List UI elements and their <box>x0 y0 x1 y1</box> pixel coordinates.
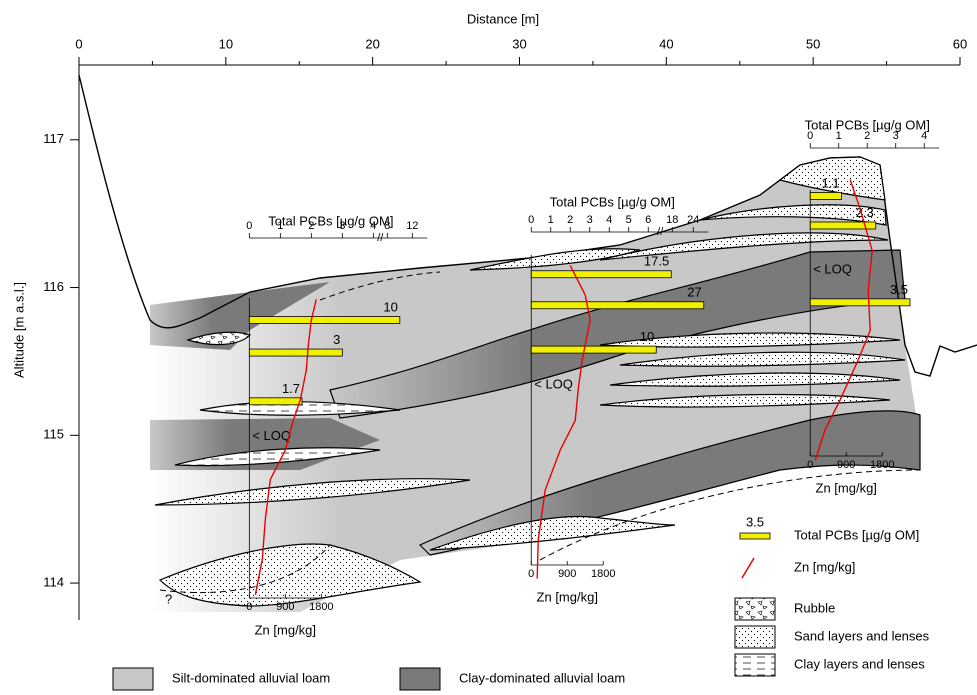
pcb-tick-label: 0 <box>807 130 813 142</box>
x-tick-label: 40 <box>659 36 673 51</box>
legend-swatch-sand <box>735 626 775 648</box>
pcb-tick-label: 4 <box>921 130 927 142</box>
zn-tick-label: 900 <box>276 601 294 613</box>
page: Cross-section body { margin: 0; backgrou… <box>0 0 977 695</box>
pcb-tick-label: 0 <box>528 214 534 226</box>
pcb-bar-label: 10 <box>640 329 654 344</box>
legend-label: Silt-dominated alluvial loam <box>172 670 330 685</box>
legend-pcb-bar <box>740 533 770 539</box>
legend-swatch-silt <box>113 668 153 690</box>
body: { "x_axis": {"label": "Distance [m]", "l… <box>0 0 977 695</box>
pcb-bar <box>810 192 841 199</box>
zn-axis-title: Zn [mg/kg] <box>255 622 316 637</box>
x-tick-label: 50 <box>806 36 820 51</box>
x-tick-label: 0 <box>75 36 82 51</box>
y-tick-label: 115 <box>43 427 64 442</box>
pcb-bar-label: 17.5 <box>644 254 669 269</box>
pcb-bar <box>249 317 400 324</box>
y-tick-label: 116 <box>43 279 64 294</box>
x-tick-label: 60 <box>953 36 967 51</box>
legend-label: Clay-dominated alluvial loam <box>459 670 625 685</box>
pcb-bar-label: 27 <box>687 285 701 300</box>
zn-tick-label: 1800 <box>309 601 333 613</box>
x-tick-label: 30 <box>512 36 526 51</box>
pcb-bar-label: 3 <box>333 332 340 347</box>
pcb-bar-label: 10 <box>383 299 397 314</box>
pcb-bar <box>531 346 656 353</box>
pcb-tick-label: 5 <box>626 214 632 226</box>
pcb-tick-label: 1 <box>277 220 283 232</box>
pcb-tick-label: 8 <box>384 220 390 232</box>
pcb-bar <box>531 302 704 309</box>
pcb-tick-label: 1 <box>548 214 554 226</box>
zn-tick-label: 0 <box>246 601 252 613</box>
x-tick-label: 20 <box>365 36 379 51</box>
pcb-bar-label: 1.1 <box>822 175 840 190</box>
y-tick-label: 117 <box>43 131 64 146</box>
pcb-tick-label: 1 <box>836 130 842 142</box>
legend-label: Clay layers and lenses <box>794 656 925 671</box>
pcb-tick-label: 3 <box>893 130 899 142</box>
zn-tick-label: 0 <box>807 459 813 471</box>
legend-swatch-rubble <box>735 598 775 620</box>
legend-label: Zn [mg/kg] <box>794 559 855 574</box>
zn-axis-title: Zn [mg/kg] <box>816 480 877 495</box>
pcb-bar <box>531 271 671 278</box>
axis-break: // <box>377 232 384 244</box>
pcb-tick-label: 0 <box>246 220 252 232</box>
legend-label: Rubble <box>794 600 835 615</box>
legend-swatch-clayloam <box>400 668 440 690</box>
pcb-axis-title: Total PCBs [µg/g OM] <box>550 194 675 209</box>
pcb-bar <box>810 299 910 306</box>
pcb-tick-label: 4 <box>606 214 612 226</box>
pcb-bar-label: 1.7 <box>282 381 300 396</box>
zn-tick-label: 900 <box>558 568 576 580</box>
pcb-tick-label: 2 <box>308 220 314 232</box>
pcb-tick-label: 2 <box>567 214 573 226</box>
legend-pcb-value: 3.5 <box>746 514 764 529</box>
pcb-bar <box>249 398 302 405</box>
pcb-tick-label: 6 <box>645 214 651 226</box>
x-axis-title: Distance [m] <box>467 11 539 26</box>
zn-tick-label: 1800 <box>870 459 894 471</box>
axis-break: // <box>657 226 664 238</box>
pcb-tick-label: 18 <box>666 214 678 226</box>
unknown-mark: ? <box>165 591 172 606</box>
figure: Distance [m] Altitude [m a.s.l.] ? Rubbl… <box>0 0 977 695</box>
zn-tick-label: 1800 <box>591 568 615 580</box>
loq-label: < LOQ <box>534 377 573 392</box>
zn-tick-label: 0 <box>528 568 534 580</box>
legend-label: Total PCBs [µg/g OM] <box>794 527 919 542</box>
zn-axis-title: Zn [mg/kg] <box>537 589 598 604</box>
y-axis-title: Altitude [m a.s.l.] <box>11 282 26 378</box>
pcb-tick-label: 12 <box>406 220 418 232</box>
legend-swatch-clay <box>735 654 775 676</box>
pcb-tick-label: 4 <box>370 220 376 232</box>
loq-label: < LOQ <box>252 428 291 443</box>
pcb-bar-label: 2.3 <box>856 205 874 220</box>
zn-tick-label: 900 <box>837 459 855 471</box>
x-tick-label: 10 <box>219 36 233 51</box>
pcb-tick-label: 3 <box>339 220 345 232</box>
pcb-bar <box>249 349 342 356</box>
legend-zn-symbol <box>742 558 754 578</box>
pcb-bar-label: 3.5 <box>890 282 908 297</box>
loq-label: < LOQ <box>813 261 852 276</box>
legend-label: Sand layers and lenses <box>794 628 930 643</box>
pcb-tick-label: 3 <box>587 214 593 226</box>
y-tick-label: 114 <box>43 574 64 589</box>
pcb-tick-label: 24 <box>687 214 699 226</box>
pcb-tick-label: 2 <box>864 130 870 142</box>
